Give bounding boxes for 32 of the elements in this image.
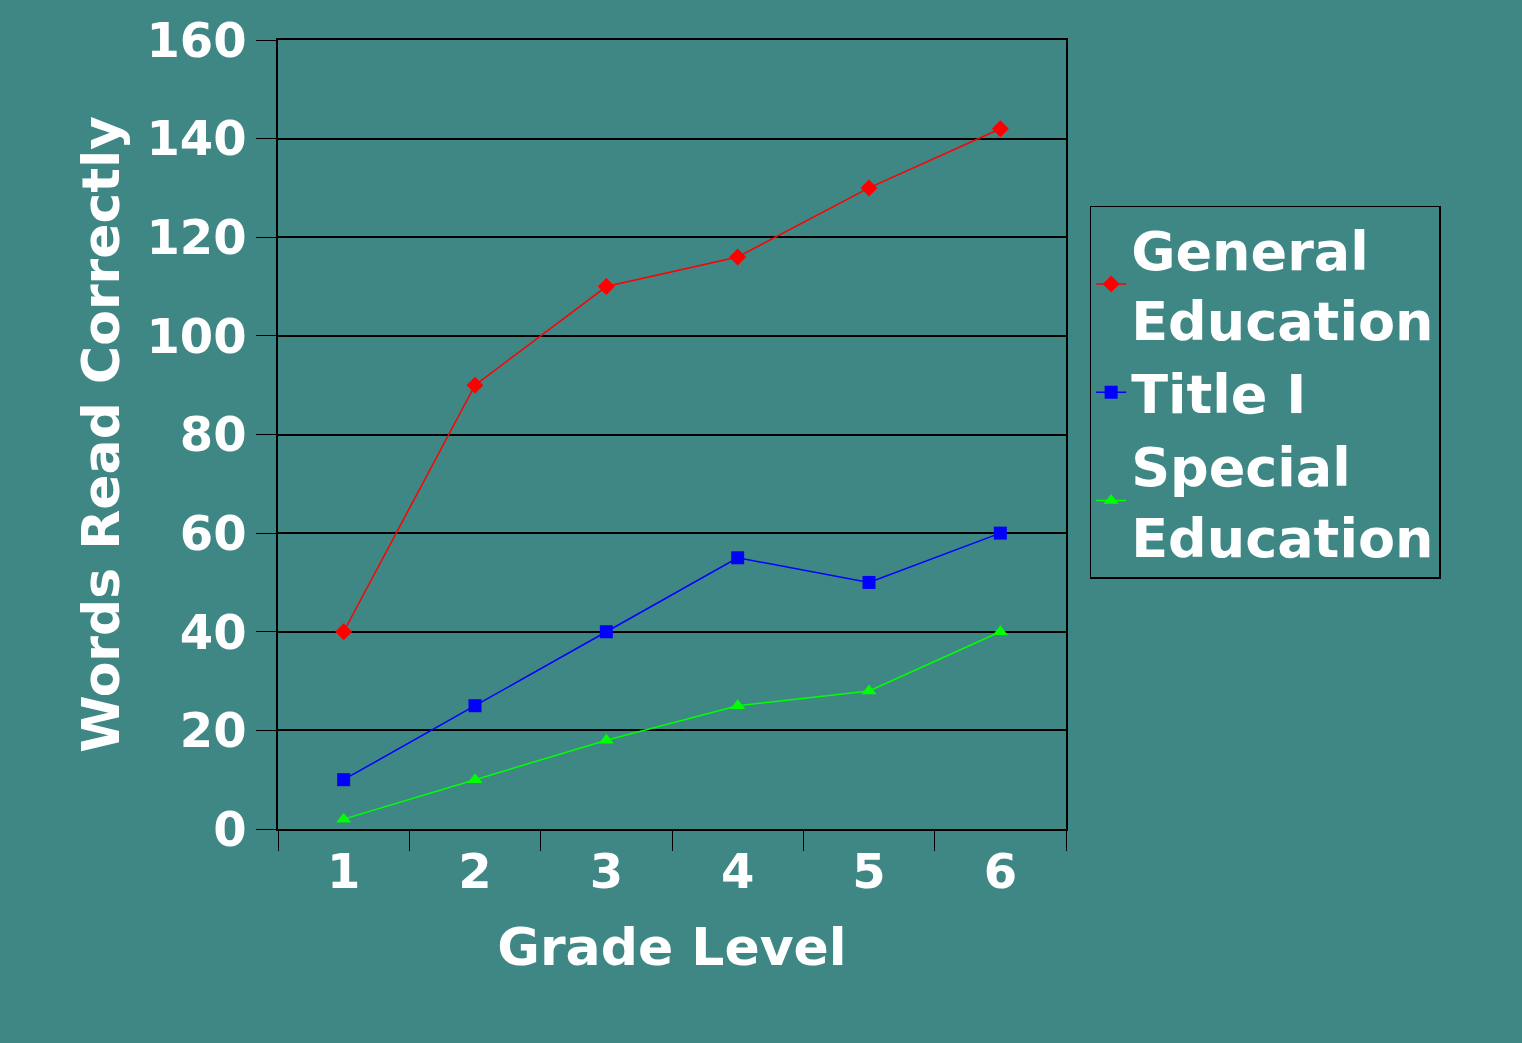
point: [468, 699, 482, 713]
y-tick-label: 160: [146, 11, 247, 68]
x-tick-label: 1: [326, 843, 361, 900]
point: [860, 179, 878, 197]
y-tick-label: 120: [146, 209, 247, 266]
x-tick-label: 4: [720, 843, 755, 900]
x-tick-label: 6: [983, 843, 1018, 900]
x-tick-label: 2: [458, 843, 492, 900]
y-tick-label: 60: [179, 504, 247, 561]
legend-label: Special Education: [1131, 436, 1434, 570]
point: [466, 376, 484, 394]
x-tick-label: 5: [852, 843, 886, 900]
y-tick-label: 40: [179, 603, 247, 660]
point: [731, 551, 745, 565]
point: [337, 773, 351, 787]
y-tick-label: 0: [213, 800, 247, 857]
point: [599, 625, 613, 639]
x-tick-label: 3: [589, 843, 624, 900]
point: [862, 575, 876, 589]
point: [729, 248, 747, 266]
legend-label: Title I: [1131, 363, 1307, 427]
point: [991, 120, 1009, 138]
y-tick-label: 20: [179, 702, 247, 759]
y-tick-label: 140: [146, 110, 247, 167]
point: [993, 526, 1007, 540]
point: [597, 278, 615, 296]
y-tick-label: 80: [179, 406, 247, 463]
x-axis-title: Grade Level: [497, 916, 847, 977]
y-tick-label: 100: [146, 307, 247, 364]
y-axis-title: Words Read Correctly: [71, 116, 132, 753]
legend-label: General Education: [1131, 219, 1434, 354]
point: [335, 623, 353, 641]
